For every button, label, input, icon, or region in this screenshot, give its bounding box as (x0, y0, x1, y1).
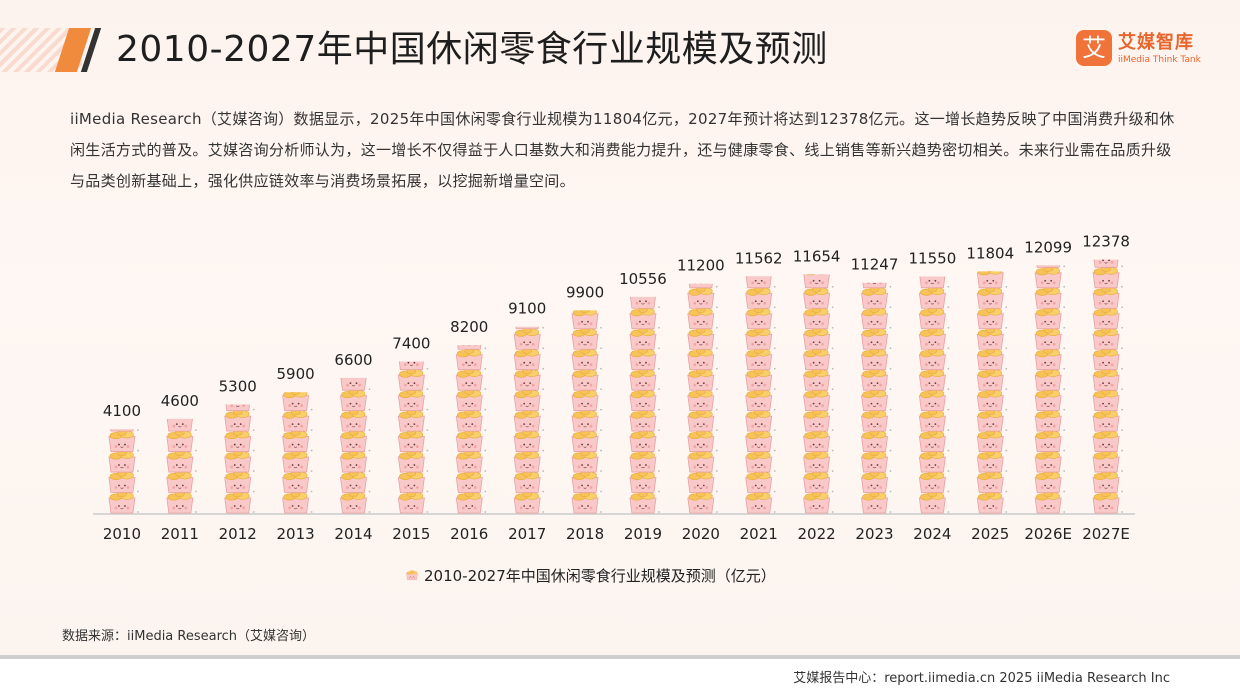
footer-text: 艾媒报告中心：report.iimedia.cn 2025 iiMedia Re… (793, 671, 1170, 686)
value-label-2026E: 12099 (1024, 238, 1072, 256)
category-label-2022: 2022 (798, 525, 836, 543)
value-label-2010: 4100 (103, 402, 141, 420)
category-label-2023: 2023 (855, 525, 893, 543)
intro-paragraph: iiMedia Research（艾媒咨询）数据显示，2025年中国休闲零食行业… (70, 110, 1175, 190)
brand-logo: 艾 艾媒智库 iiMedia Think Tank (1076, 30, 1206, 70)
page-title: 2010-2027年中国休闲零食行业规模及预测 (116, 29, 828, 70)
category-label-2026E: 2026E (1024, 525, 1072, 543)
category-label-2010: 2010 (103, 525, 141, 543)
bar-2014 (340, 377, 371, 514)
footer-divider (0, 655, 1240, 659)
bar-2017 (513, 326, 545, 514)
bar-2010 (108, 429, 140, 514)
chart-caption-text: 2010-2027年中国休闲零食行业规模及预测（亿元） (424, 567, 776, 585)
category-label-2015: 2015 (392, 525, 430, 543)
bar-2019 (629, 296, 661, 514)
value-label-2025: 11804 (966, 244, 1014, 262)
category-label-2014: 2014 (334, 525, 372, 543)
bar-2020 (687, 283, 719, 514)
logo-mark-icon: 艾 (1076, 30, 1112, 66)
value-label-2023: 11247 (851, 256, 899, 274)
bar-2023 (861, 282, 892, 514)
category-label-2012: 2012 (219, 525, 257, 543)
value-label-2019: 10556 (619, 270, 667, 288)
value-label-2022: 11654 (793, 247, 841, 265)
bar-2016 (455, 345, 487, 514)
category-label-2017: 2017 (508, 525, 546, 543)
bar-2013 (282, 392, 314, 514)
value-label-2017: 9100 (508, 300, 546, 318)
value-label-2011: 4600 (161, 392, 199, 410)
category-label-2021: 2021 (740, 525, 778, 543)
bar-chart: 4100 2010 4600 2011 5300 2012 5900 2013 6600 2014… (93, 233, 1135, 543)
value-label-2020: 11200 (677, 257, 725, 275)
data-source: 数据来源：iiMedia Research（艾媒咨询） (62, 629, 316, 644)
value-label-2024: 11550 (909, 250, 957, 268)
chart-caption: 2010-2027年中国休闲零食行业规模及预测（亿元） (406, 565, 776, 586)
category-label-2025: 2025 (971, 525, 1009, 543)
bar-2012 (224, 404, 256, 514)
category-label-2018: 2018 (566, 525, 604, 543)
category-label-2020: 2020 (682, 525, 720, 543)
value-label-2014: 6600 (334, 351, 372, 369)
bar-2021 (745, 276, 777, 514)
category-label-2024: 2024 (913, 525, 951, 543)
bar-2026E (1034, 265, 1066, 514)
bar-2022 (803, 274, 835, 514)
category-label-2019: 2019 (624, 525, 662, 543)
snack-cup-icon (406, 569, 418, 580)
category-label-2016: 2016 (450, 525, 488, 543)
value-label-2021: 11562 (735, 249, 783, 267)
value-label-2012: 5300 (219, 377, 257, 395)
bar-2018 (571, 310, 603, 514)
value-label-2018: 9900 (566, 283, 604, 301)
bar-2015 (397, 361, 429, 514)
logo-text: 艾媒智库 (1118, 32, 1194, 53)
bar-2027E (1092, 259, 1124, 514)
page-background (0, 0, 1240, 660)
category-label-2013: 2013 (277, 525, 315, 543)
footer-background (0, 659, 1240, 697)
value-label-2015: 7400 (392, 335, 430, 353)
bar-2011 (166, 418, 198, 514)
category-label-2011: 2011 (161, 525, 199, 543)
category-label-2027E: 2027E (1082, 525, 1130, 543)
value-label-2027E: 12378 (1082, 233, 1130, 251)
value-label-2013: 5900 (277, 365, 315, 383)
bar-2024 (918, 276, 950, 514)
logo-subtext: iiMedia Think Tank (1118, 55, 1201, 65)
bar-2025 (976, 271, 1008, 514)
value-label-2016: 8200 (450, 318, 488, 336)
